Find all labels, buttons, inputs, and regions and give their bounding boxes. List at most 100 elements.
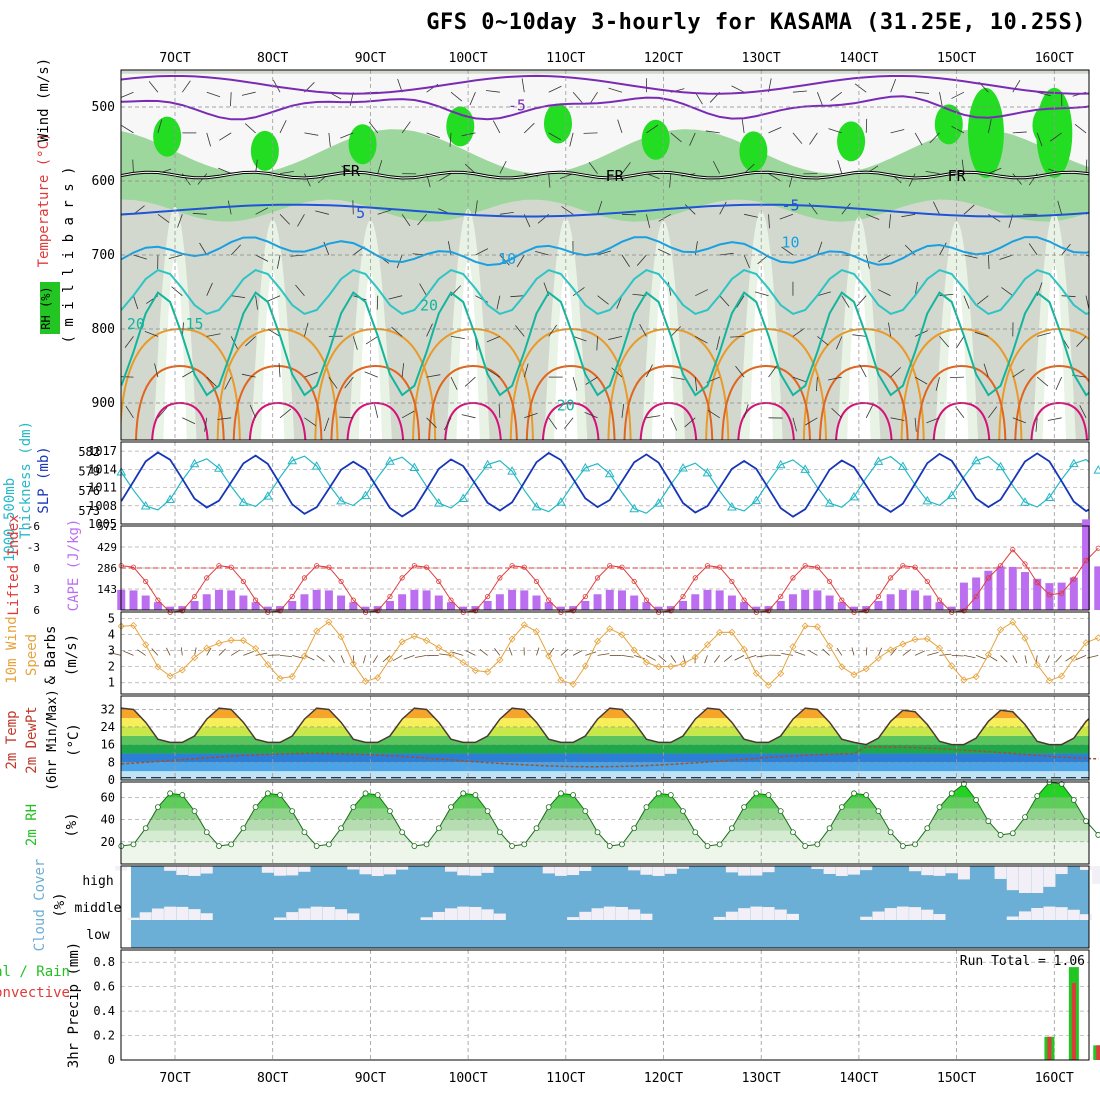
wind-barb — [646, 415, 661, 419]
precip-frame — [120, 949, 1090, 1061]
wind-barb — [1037, 332, 1051, 337]
rh2m-point — [643, 804, 650, 810]
wind-barb — [241, 91, 256, 96]
wind-barb-10m — [403, 655, 415, 660]
thickness-point — [751, 495, 762, 505]
wind-barb — [323, 417, 330, 432]
wind-speed-point — [593, 637, 602, 645]
slp-label: SLP (mb) — [36, 446, 52, 513]
temp-unit: (°C) — [66, 723, 82, 757]
rh2m-point — [655, 790, 662, 797]
wind-speed-point — [569, 680, 577, 688]
temp-contour-warm — [1014, 364, 1089, 440]
cape-bar — [190, 600, 199, 610]
rh2m-point — [448, 804, 454, 810]
contour-label: 10 — [498, 250, 516, 268]
wind-barb — [548, 173, 551, 188]
wind-barb — [304, 322, 309, 337]
wind-barb — [935, 377, 940, 391]
cape-bar — [862, 606, 871, 610]
wind-barb — [426, 417, 437, 428]
wind-barb — [890, 417, 905, 421]
wind-speed-point — [398, 638, 406, 646]
wind-barb-10m — [646, 655, 656, 661]
wind-tick: 5 — [108, 611, 115, 625]
rh2m-point — [1034, 793, 1041, 799]
cape-tick: 572 — [97, 520, 117, 533]
rh-saturated-cell — [1095, 88, 1100, 178]
temp-band — [121, 753, 1089, 763]
contour-5 — [121, 203, 1089, 218]
wind-barb — [255, 207, 269, 215]
chart-title: GFS 0~10day 3-hourly for KASAMA (31.25E,… — [426, 10, 1086, 35]
wind-barb — [828, 128, 842, 134]
li-point — [1083, 557, 1089, 563]
slp-tick: 1014 — [88, 462, 117, 476]
li-point — [204, 575, 210, 581]
wind-barb — [668, 281, 672, 296]
li-point — [289, 593, 295, 600]
thickness-point — [824, 498, 835, 507]
wind-barb — [597, 200, 603, 215]
wind-barb — [841, 295, 850, 308]
wind-barb — [743, 163, 755, 174]
cape-bar — [483, 600, 492, 610]
thickness-point — [507, 466, 517, 475]
cape-bar — [581, 600, 590, 610]
cloud-gap-middle — [603, 906, 616, 920]
li-point — [704, 563, 711, 569]
wind-barb — [401, 121, 411, 134]
rh2m-point — [460, 790, 467, 797]
rh2m-point — [1022, 814, 1028, 821]
wind-barb — [182, 417, 196, 425]
rh2m-point — [533, 825, 540, 832]
cloud-level-middle: middle — [75, 901, 122, 916]
wind-barb — [206, 333, 221, 337]
thickness-point — [678, 462, 688, 472]
wind-barb — [121, 91, 134, 98]
cloud-gap-middle — [298, 908, 311, 920]
wind-barb — [199, 242, 208, 256]
temp-band — [121, 735, 1089, 745]
wind-barb — [572, 91, 583, 104]
rh-legend-swatch — [40, 282, 60, 334]
wind-barb — [670, 376, 685, 380]
rh2m-point — [338, 825, 344, 832]
cape-bar — [703, 589, 712, 610]
thickness-point — [262, 491, 273, 500]
wind-barb — [584, 411, 598, 419]
rh2m-point — [216, 843, 222, 849]
rh2m-point — [325, 841, 332, 848]
temp-contour-warm — [623, 364, 714, 440]
cloud-gap-middle — [127, 917, 140, 920]
wind-barb — [548, 417, 558, 430]
cloud-gap-middle — [1006, 916, 1019, 920]
li-point — [973, 593, 979, 600]
rh2m-point — [1058, 781, 1065, 787]
cape-bar — [666, 606, 675, 610]
rh2m-point — [1070, 797, 1077, 803]
wind-barb — [835, 336, 843, 350]
thickness-label-a: 1000-500mb — [2, 478, 18, 562]
wind-speed-point — [496, 656, 504, 664]
wind-barb — [492, 120, 501, 134]
wind-speed-point — [838, 663, 846, 671]
cape-bar — [495, 594, 504, 610]
cape-label: CAPE (J/kg) — [66, 519, 82, 612]
upper-air-field — [121, 70, 1100, 440]
precip-convective-bar — [1071, 983, 1076, 1060]
wind-barb-10m — [1024, 655, 1028, 664]
wind-barb — [1036, 132, 1043, 147]
wind-barb-10m — [508, 647, 513, 656]
temp-label-a: 2m Temp — [4, 710, 20, 769]
wind-speed-point — [374, 674, 382, 682]
rh2m-point — [277, 792, 283, 798]
thickness-point — [702, 467, 713, 477]
date-tick-top: 15OCT — [937, 51, 976, 66]
rh2m-point — [472, 792, 479, 798]
wind-barb — [204, 417, 208, 432]
contour-label: FR — [342, 162, 361, 180]
rh-dry-core — [554, 269, 578, 440]
wind-speed-point — [655, 663, 663, 671]
